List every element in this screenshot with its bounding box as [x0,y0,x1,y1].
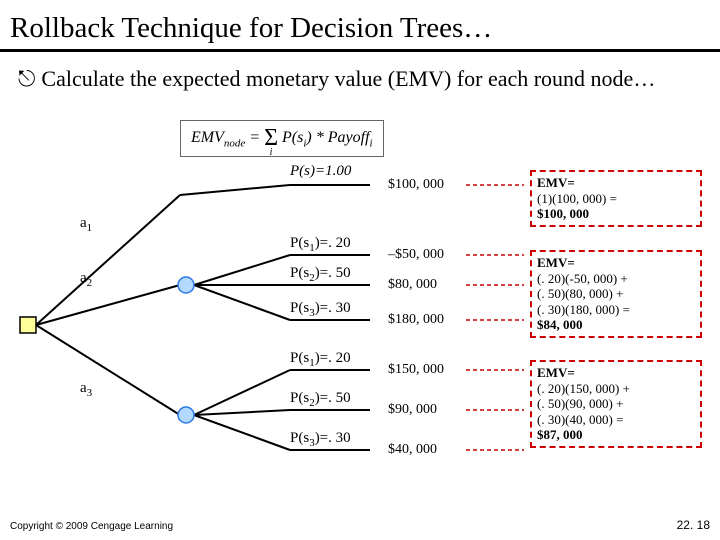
payout-value: $180, 000 [388,312,444,328]
emv-box-3: EMV=(. 20)(150, 000) +(. 50)(90, 000) +(… [530,360,702,448]
chance-node-a3 [178,407,194,423]
copyright: Copyright © 2009 Cengage Learning [10,521,173,532]
chance-nodes [178,277,194,423]
link-icon: ⎋ [18,66,35,91]
payout-value: $80, 000 [388,277,437,293]
action-label-a1: a1 [80,215,92,234]
probability-label: P(s)=1.00 [290,163,351,180]
payout-value: –$50, 000 [388,247,444,263]
probability-label: P(s3)=. 30 [290,300,351,319]
probability-label: P(s2)=. 50 [290,265,351,284]
decision-tree: a1 a2 a3 P(s)=1.00 $100, 000 P(s1)=. 20 –$50, … [0,155,720,495]
subtitle: ⎋Calculate the expected monetary value (… [0,62,720,92]
payout-value: $100, 000 [388,177,444,193]
emv-box-1: EMV=(1)(100, 000) =$100, 000 [530,170,702,227]
subtitle-text: Calculate the expected monetary value (E… [41,66,655,91]
payout-value: $150, 000 [388,362,444,378]
emv-box-2: EMV=(. 20)(-50, 000) +(. 50)(80, 000) +(… [530,250,702,338]
action-label-a2: a2 [80,270,92,289]
probability-label: P(s2)=. 50 [290,390,351,409]
decision-node [20,317,36,333]
probability-label: P(s1)=. 20 [290,350,351,369]
action-label-a3: a3 [80,380,92,399]
page-number: 22. 18 [677,518,710,532]
payout-value: $40, 000 [388,442,437,458]
payout-value: $90, 000 [388,402,437,418]
probability-label: P(s1)=. 20 [290,235,351,254]
emv-formula: EMVnode = Σi P(si) * Payoffi [180,120,384,157]
page-title: Rollback Technique for Decision Trees… [0,0,720,49]
title-underline [0,49,720,52]
tree-lines [36,185,524,450]
probability-label: P(s3)=. 30 [290,430,351,449]
chance-node-a2 [178,277,194,293]
